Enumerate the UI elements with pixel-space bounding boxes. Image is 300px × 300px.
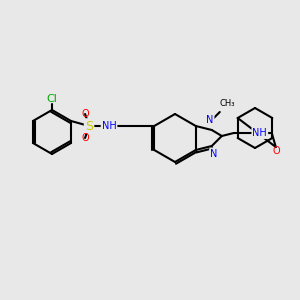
Text: O: O <box>273 146 280 156</box>
Text: N: N <box>210 149 218 159</box>
Text: NH: NH <box>252 128 267 138</box>
Text: Cl: Cl <box>46 94 57 104</box>
Text: O: O <box>81 109 89 119</box>
Text: NH: NH <box>102 121 116 131</box>
Text: N: N <box>206 115 214 125</box>
Text: O: O <box>81 133 89 143</box>
Text: S: S <box>85 119 93 133</box>
Text: CH₃: CH₃ <box>220 99 235 108</box>
